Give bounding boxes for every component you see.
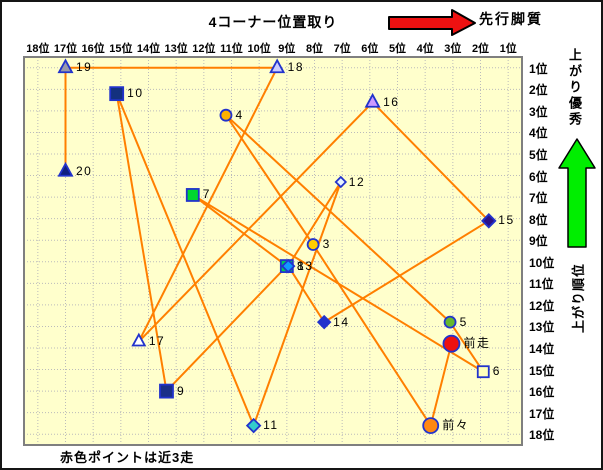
- data-point-label: 19: [76, 60, 93, 75]
- y-tick-label: 5位: [529, 148, 548, 162]
- y-tick-label: 13位: [529, 320, 555, 335]
- y-tick-label: 12位: [529, 298, 555, 313]
- data-point-marker-diamond: [481, 213, 497, 229]
- y-tick-label: 7位: [529, 191, 548, 206]
- x-tick-label: 7位: [333, 43, 351, 55]
- data-point-label: 12: [348, 174, 366, 189]
- red-points-footnote: 赤色ポイントは近3走: [60, 450, 195, 465]
- data-point-marker-square: [185, 188, 200, 202]
- data-point-marker-diamond: [245, 417, 262, 434]
- data-point-marker-triangle: [57, 58, 74, 74]
- data-point-label: 3: [322, 237, 331, 252]
- data-point-label: 前々: [442, 418, 470, 433]
- data-point-label: 16: [383, 94, 400, 109]
- x-tick-label: 18位: [26, 43, 50, 55]
- data-point-marker-triangle: [131, 332, 147, 347]
- data-point-label: 7: [202, 187, 211, 202]
- data-point-marker-diamond: [334, 175, 348, 189]
- x-tick-label: 11位: [220, 43, 243, 55]
- x-tick-label: 5位: [388, 43, 407, 55]
- x-tick-label: 6位: [361, 43, 379, 55]
- y-tick-label: 15位: [529, 363, 555, 378]
- y-tick-label: 14位: [529, 342, 555, 356]
- data-point-label: 前走: [463, 336, 491, 351]
- x-tick-label: 10位: [247, 43, 271, 55]
- data-point-marker-triangle: [364, 92, 381, 108]
- x-tick-label: 12位: [192, 43, 216, 55]
- y-tick-label: 10位: [529, 255, 555, 270]
- data-point-label: 5: [459, 314, 468, 329]
- x-tick-label: 17位: [53, 43, 78, 55]
- agari-excellent-label: 上がり優秀: [567, 48, 582, 128]
- y-tick-label: 4位: [529, 126, 548, 141]
- chart-title: 4コーナー位置取り: [208, 14, 338, 30]
- x-tick-label: 13位: [164, 43, 188, 55]
- y-tick-label: 17位: [529, 406, 555, 421]
- y-tick-label: 16位: [529, 385, 555, 400]
- data-point-marker-circle: [306, 238, 320, 251]
- y-tick-label: 18位: [529, 428, 555, 443]
- y-tick-label: 9位: [529, 234, 548, 249]
- data-point-label: 14: [333, 314, 350, 329]
- data-point-marker-circle: [422, 417, 440, 435]
- y-tick-label: 3位: [529, 104, 548, 119]
- data-point-marker-diamond: [316, 314, 332, 330]
- x-tick-label: 3位: [444, 43, 462, 55]
- agari-arrow-icon: [558, 138, 596, 248]
- x-tick-label: 4位: [416, 43, 434, 55]
- plot-border: [23, 56, 523, 446]
- pace-arrow-label: 先行脚質: [479, 11, 543, 27]
- y-tick-label: 11位: [529, 277, 554, 292]
- data-point-label: 11: [263, 418, 279, 433]
- race-path-line: [64, 66, 490, 427]
- y-tick-label: 8位: [529, 212, 548, 227]
- data-point-label: 20: [76, 163, 93, 178]
- x-tick-label: 16位: [81, 43, 105, 55]
- agari-rank-axis-label: 上がり順位: [571, 263, 586, 334]
- y-tick-label: 6位: [529, 169, 548, 184]
- data-point-marker-triangle: [269, 58, 286, 74]
- data-point-marker-square: [159, 383, 174, 399]
- data-point-marker-triangle: [57, 161, 74, 177]
- data-point-marker-square: [476, 365, 490, 379]
- data-point-marker-circle: [443, 315, 457, 329]
- data-point-marker-diamond: [280, 258, 296, 274]
- data-point-label: 4: [235, 107, 244, 122]
- data-point-label: 15: [498, 213, 515, 228]
- data-point-label: 17: [148, 334, 166, 349]
- data-point-label: 13: [297, 258, 314, 273]
- pace-arrow-icon: [388, 9, 476, 36]
- y-tick-label: 2位: [529, 83, 548, 98]
- x-tick-label: 9位: [278, 43, 296, 55]
- plot-background: [24, 57, 522, 445]
- data-point-label: 8: [296, 258, 306, 273]
- x-tick-label: 2位: [471, 43, 490, 55]
- data-point-label: 18: [287, 60, 304, 75]
- data-point-marker-circle: [219, 108, 233, 122]
- x-tick-label: 14位: [136, 43, 161, 55]
- x-tick-label: 8位: [305, 43, 324, 55]
- data-point-label: 10: [127, 86, 144, 101]
- data-point-marker-circle: [442, 334, 461, 353]
- data-point-label: 9: [176, 383, 186, 398]
- x-tick-label: 15位: [109, 43, 133, 55]
- y-tick-label: 1位: [529, 61, 548, 76]
- data-point-label: 6: [492, 364, 501, 379]
- x-tick-label: 1位: [499, 43, 517, 55]
- data-point-marker-square: [109, 86, 125, 102]
